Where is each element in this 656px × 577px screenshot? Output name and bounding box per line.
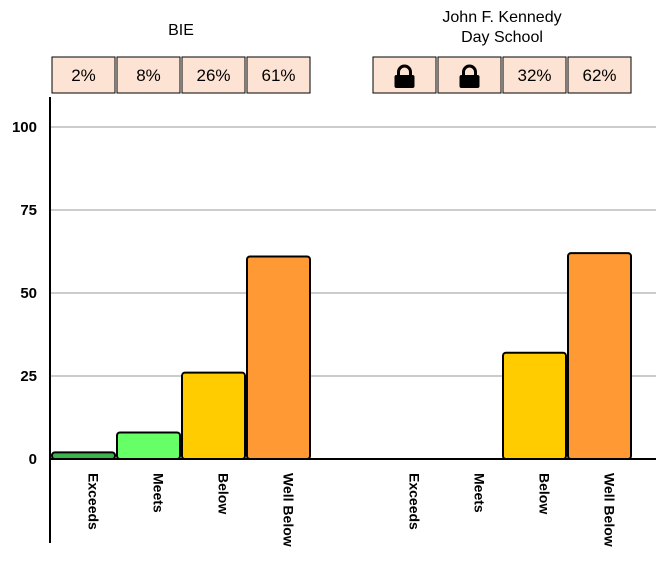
x-tick-label: Exceeds: [86, 473, 102, 530]
x-tick-label: Well Below: [281, 473, 297, 547]
percent-label: 62%: [582, 66, 616, 85]
x-tick-label: Well Below: [602, 473, 618, 547]
x-tick-label: Below: [537, 473, 553, 514]
bar-well-below: [567, 252, 632, 460]
percent-label: 32%: [517, 66, 551, 85]
x-tick-label: Meets: [151, 473, 167, 513]
x-tick-label: Exceeds: [407, 473, 423, 530]
y-tick-label: 75: [20, 202, 37, 219]
percent-box: [181, 56, 246, 94]
percent-box: [246, 56, 311, 94]
percent-label: 2%: [71, 66, 96, 85]
bar-below: [502, 351, 567, 461]
bar-exceeds: [51, 451, 116, 460]
percent-label: 26%: [196, 66, 230, 85]
group-title: John F. Kennedy Day School: [442, 9, 561, 46]
percent-label: 8%: [136, 66, 161, 85]
percent-box: [51, 56, 116, 94]
x-tick-label: Below: [216, 473, 232, 514]
y-tick-label: 25: [20, 368, 37, 385]
bar-below: [181, 371, 246, 460]
lock-icon: [459, 64, 480, 88]
percent-label: 61%: [261, 66, 295, 85]
y-tick-label: 100: [12, 119, 37, 136]
y-tick-label: 0: [29, 451, 37, 468]
bar-well-below: [246, 255, 311, 461]
bar-meets: [116, 431, 181, 461]
y-tick-label: 50: [20, 285, 37, 302]
group-title: BIE: [168, 22, 194, 39]
percent-box: [116, 56, 181, 94]
x-tick-label: Meets: [472, 473, 488, 513]
percent-box: [567, 56, 632, 94]
percent-box: [502, 56, 567, 94]
lock-icon: [394, 64, 415, 88]
